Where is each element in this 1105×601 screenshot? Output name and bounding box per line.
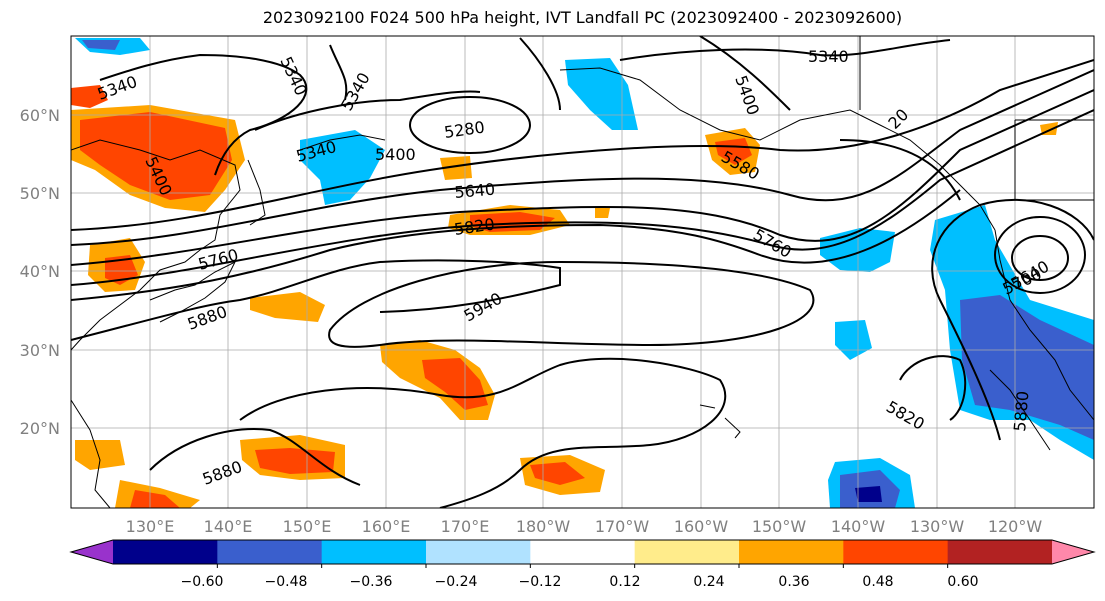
colorbar xyxy=(69,539,1096,568)
lat-label: 50°N xyxy=(20,184,60,203)
lat-label: 60°N xyxy=(20,106,60,125)
colorbar-segment xyxy=(530,540,636,564)
lon-label: 160°E xyxy=(362,517,411,536)
map-title: 2023092100 F024 500 hPa height, IVT Land… xyxy=(262,8,903,27)
contour-label: 5640 xyxy=(454,180,496,202)
colorbar-segment xyxy=(426,540,531,564)
colorbar-tick-label: −0.60 xyxy=(181,574,224,590)
colorbar-tick-label: 0.36 xyxy=(778,574,809,590)
lon-label: 150°W xyxy=(752,517,807,536)
lon-label: 170°E xyxy=(441,517,490,536)
colorbar-tick-label: 0.12 xyxy=(609,574,640,590)
lon-label: 160°W xyxy=(674,517,729,536)
longitude-labels: 130°E 140°E 150°E 160°E 170°E 180°W 170°… xyxy=(126,517,1043,536)
graticule xyxy=(71,36,1094,508)
colorbar-segment xyxy=(321,540,427,564)
ivt-shading xyxy=(71,38,1094,508)
height-contours xyxy=(71,36,1094,508)
colorbar-tick-label: 0.24 xyxy=(693,574,724,590)
lat-label: 20°N xyxy=(20,419,60,438)
contour-label: 5400 xyxy=(375,145,416,164)
lon-label: 140°E xyxy=(204,517,253,536)
colorbar-segment xyxy=(217,540,323,564)
lon-label: 120°W xyxy=(988,517,1043,536)
lon-label: 130°E xyxy=(126,517,175,536)
contour-label: 5880 xyxy=(1010,390,1032,432)
colorbar-outline xyxy=(69,539,1096,565)
colorbar-extend-min xyxy=(71,540,113,564)
colorbar-segment xyxy=(843,540,949,564)
colorbar-tick-label: −0.12 xyxy=(519,574,562,590)
lon-label: 140°W xyxy=(831,517,886,536)
colorbar-extend-max xyxy=(1052,540,1094,564)
latitude-labels: 60°N 50°N 40°N 30°N 20°N xyxy=(20,106,60,438)
colorbar-tick-label: 0.48 xyxy=(862,574,893,590)
colorbar-segment xyxy=(947,540,1053,564)
contour-label: 5340 xyxy=(808,47,849,66)
lon-label: 150°E xyxy=(283,517,332,536)
lon-label: 170°W xyxy=(595,517,650,536)
map-panel: 5340 5340 5340 5340 5400 5280 5400 5400 … xyxy=(71,36,1094,508)
lat-label: 40°N xyxy=(20,262,60,281)
colorbar-tick-labels: −0.60 −0.48 −0.36 −0.24 −0.12 0.12 0.24 … xyxy=(181,574,979,590)
colorbar-segment xyxy=(739,540,844,564)
colorbar-tick-label: −0.48 xyxy=(265,574,308,590)
colorbar-tick-label: −0.36 xyxy=(350,574,393,590)
colorbar-segment xyxy=(113,540,218,564)
lon-label: 180°W xyxy=(516,517,571,536)
colorbar-segment xyxy=(634,540,740,564)
map-frame xyxy=(70,35,1095,509)
colorbar-tick-label: −0.24 xyxy=(435,574,478,590)
colorbar-tick-label: 0.60 xyxy=(947,574,978,590)
lat-label: 30°N xyxy=(20,341,60,360)
lon-label: 130°W xyxy=(910,517,965,536)
